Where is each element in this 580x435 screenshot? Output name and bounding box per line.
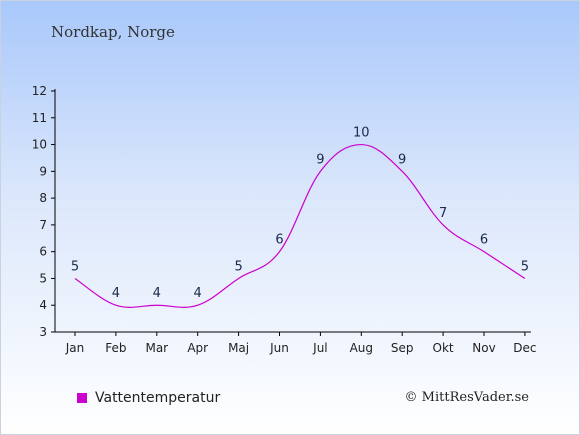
data-label: 7 (439, 206, 447, 221)
data-label: 4 (194, 286, 202, 301)
legend: Vattentemperatur (77, 390, 220, 406)
x-tick-label: Apr (187, 341, 208, 355)
x-tick-label: Feb (105, 341, 126, 355)
x-tick-label: Nov (472, 341, 495, 355)
x-tick-label: Jul (312, 341, 327, 355)
data-label: 9 (316, 152, 324, 167)
x-tick-label: Dec (513, 341, 536, 355)
y-tick-label: 3 (39, 325, 47, 339)
legend-swatch (77, 393, 87, 403)
data-label: 5 (234, 259, 242, 274)
x-tick-label: Jun (269, 341, 289, 355)
data-label: 4 (112, 286, 120, 301)
y-tick-label: 10 (32, 138, 47, 152)
x-tick-label: Sep (391, 341, 414, 355)
data-label: 6 (480, 233, 488, 248)
data-label: 10 (353, 126, 370, 141)
data-label: 6 (275, 233, 283, 248)
y-tick-label: 4 (39, 298, 47, 312)
x-tick-label: Maj (228, 341, 249, 355)
y-tick-label: 8 (39, 191, 47, 205)
data-label: 5 (71, 259, 79, 274)
x-tick-label: Okt (433, 341, 454, 355)
copyright-credit: © MittResVader.se (404, 390, 529, 405)
data-label: 4 (153, 286, 161, 301)
y-tick-label: 12 (32, 84, 47, 98)
y-tick-label: 6 (39, 245, 47, 259)
y-tick-label: 5 (39, 271, 47, 285)
x-tick-label: Mar (145, 341, 168, 355)
data-label: 9 (398, 152, 406, 167)
y-tick-label: 11 (32, 111, 47, 125)
series-line-vattentemperatur (74, 143, 526, 308)
x-tick-label: Aug (350, 341, 373, 355)
location-title: Nordkap, Norge (51, 23, 175, 41)
y-tick-label: 9 (39, 164, 47, 178)
legend-label: Vattentemperatur (95, 390, 221, 406)
x-tick-label: Jan (65, 341, 85, 355)
data-label: 5 (521, 259, 529, 274)
y-tick-label: 7 (39, 218, 47, 232)
